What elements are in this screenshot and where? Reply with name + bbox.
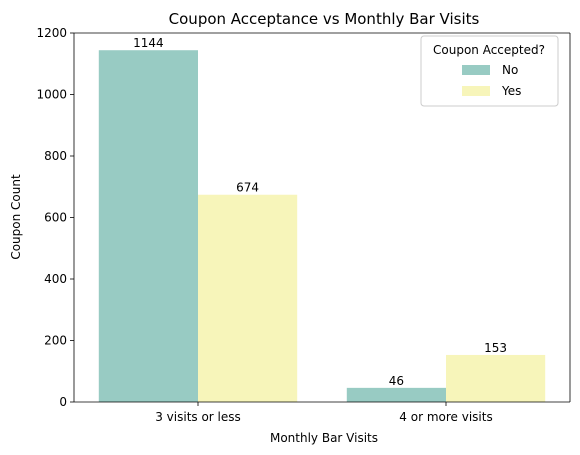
- y-tick-label: 800: [44, 149, 67, 163]
- bar-yes-2: [446, 354, 546, 402]
- y-tick-label: 0: [59, 395, 67, 409]
- y-axis-label: Coupon Count: [9, 174, 23, 260]
- legend-swatch-yes: [462, 86, 490, 96]
- data-label: 674: [236, 181, 259, 195]
- chart-title: Coupon Acceptance vs Monthly Bar Visits: [169, 10, 480, 28]
- y-tick-label: 1000: [36, 88, 67, 102]
- y-tick-label: 200: [44, 334, 67, 348]
- legend: Coupon Accepted? No Yes: [420, 35, 559, 107]
- x-axis-label: Monthly Bar Visits: [270, 431, 378, 445]
- y-tick-label: 600: [44, 211, 67, 225]
- bar-yes-1: [198, 194, 298, 402]
- legend-title: Coupon Accepted?: [433, 43, 545, 57]
- bar-no-2: [346, 387, 446, 402]
- plot-area: 1144 46 674 153 0 200 400 600 800 1000 1200 3 visit…: [36, 26, 571, 424]
- legend-label-no: No: [502, 63, 518, 77]
- x-tick-label: 4 or more visits: [399, 410, 492, 424]
- bar-no-1: [98, 50, 198, 402]
- y-tick-label: 1200: [36, 26, 67, 40]
- x-tick-label: 3 visits or less: [155, 410, 241, 424]
- y-tick-label: 400: [44, 272, 67, 286]
- data-label: 153: [484, 341, 507, 355]
- data-label: 46: [389, 374, 404, 388]
- legend-label-yes: Yes: [501, 84, 521, 98]
- data-label: 1144: [133, 36, 164, 50]
- legend-swatch-no: [462, 65, 490, 75]
